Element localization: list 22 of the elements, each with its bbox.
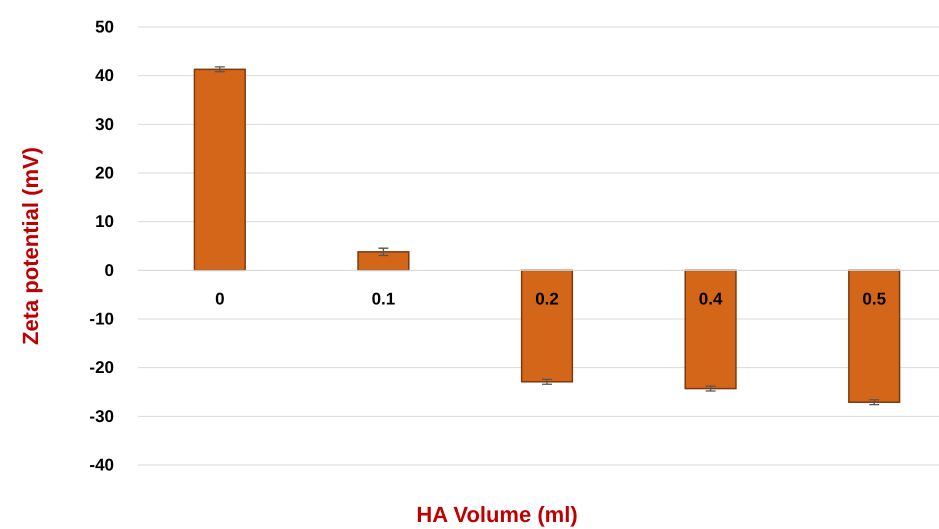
bar bbox=[848, 270, 900, 403]
y-tick-label: 0 bbox=[104, 260, 114, 280]
x-tick-label: 0.2 bbox=[535, 289, 559, 308]
y-tick-label: 50 bbox=[95, 17, 114, 36]
y-tick-label: -10 bbox=[89, 309, 114, 328]
y-tick-label: -30 bbox=[89, 406, 114, 426]
y-tick-label: 30 bbox=[95, 114, 114, 134]
bar bbox=[194, 68, 246, 272]
y-tick-label: 10 bbox=[95, 212, 114, 232]
bar bbox=[520, 270, 574, 383]
x-tick-label: 0.1 bbox=[372, 289, 396, 308]
x-tick-label: 0 bbox=[215, 289, 225, 308]
y-tick-label: -40 bbox=[89, 455, 114, 474]
x-tick-label: 0.5 bbox=[862, 289, 886, 308]
bar bbox=[357, 251, 410, 272]
y-axis-title: Zeta potential (mV) bbox=[18, 146, 43, 346]
bar bbox=[684, 270, 737, 390]
x-axis-title: HA Volume (ml) bbox=[416, 502, 578, 527]
y-tick-label: 20 bbox=[95, 163, 114, 182]
y-tick-label: 40 bbox=[95, 66, 114, 86]
x-tick-label: 0.4 bbox=[698, 289, 723, 308]
y-tick-label: -20 bbox=[89, 358, 114, 378]
